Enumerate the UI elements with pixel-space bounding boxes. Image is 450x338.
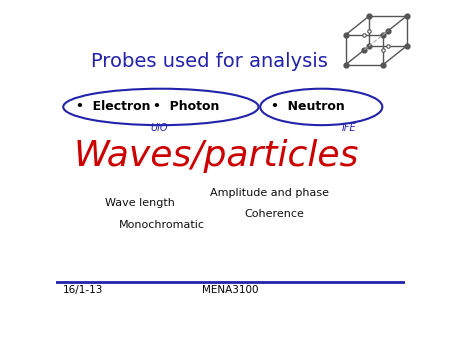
Text: •  Neutron: • Neutron xyxy=(271,100,345,114)
Text: MENA3100: MENA3100 xyxy=(202,285,259,295)
Text: •  Electron: • Electron xyxy=(76,100,151,114)
Text: Probes used for analysis: Probes used for analysis xyxy=(91,52,328,71)
Text: Waves/particles: Waves/particles xyxy=(74,139,360,173)
Text: •  Photon: • Photon xyxy=(153,100,220,114)
Text: Coherence: Coherence xyxy=(245,209,305,219)
Text: 16/1-13: 16/1-13 xyxy=(63,285,104,295)
Text: Amplitude and phase: Amplitude and phase xyxy=(210,188,328,198)
Text: IFE: IFE xyxy=(342,123,356,133)
Text: Monochromatic: Monochromatic xyxy=(119,220,205,230)
Text: Wave length: Wave length xyxy=(105,198,175,208)
Text: UiO: UiO xyxy=(150,123,168,133)
